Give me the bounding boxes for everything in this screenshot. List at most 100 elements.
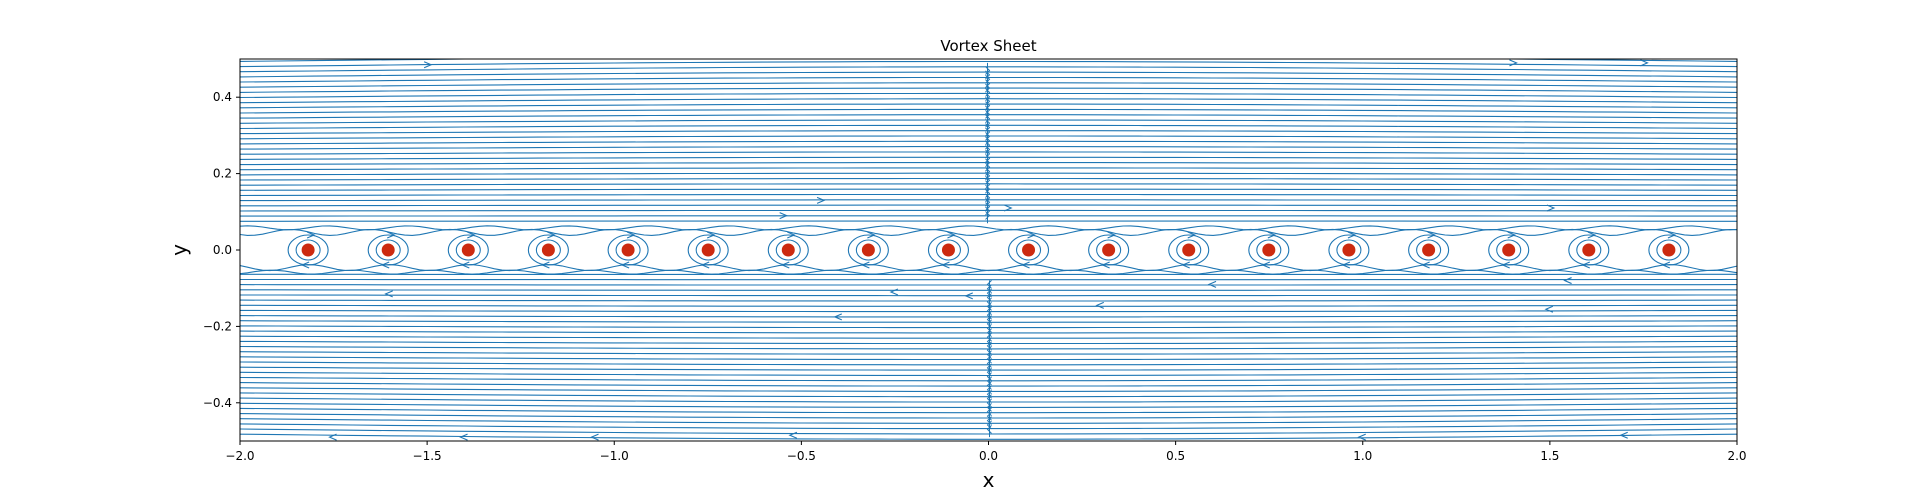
streamline-arrow	[306, 231, 316, 239]
streamline-seam	[986, 315, 992, 324]
x-tick-label: 0.5	[1166, 449, 1185, 463]
streamline-arrow	[889, 288, 899, 296]
vortex-point	[1022, 243, 1036, 257]
streamline-seam	[986, 337, 992, 346]
streamline-arrow	[1509, 59, 1518, 67]
streamline-seam	[986, 398, 992, 408]
streamline-arrow	[460, 261, 470, 269]
streamline-arrow	[1187, 231, 1197, 239]
streamline-seam	[985, 180, 991, 190]
streamline-arrow	[833, 313, 843, 321]
streamline-seam	[985, 79, 991, 88]
streamline-arrow	[867, 231, 876, 239]
vortex-orbit	[607, 234, 649, 266]
x-tick-label: −1.5	[413, 449, 442, 463]
streamline	[240, 402, 1737, 408]
streamline-seam	[985, 123, 991, 132]
streamline-seam	[986, 332, 992, 342]
streamline-seam	[986, 306, 992, 316]
streamline	[240, 98, 1737, 104]
streamline-arrow	[1546, 204, 1556, 212]
y-tick-label: 0.2	[213, 167, 232, 181]
streamline-arrow	[700, 261, 710, 269]
streamline-arrow	[1207, 280, 1217, 288]
streamline	[240, 315, 1737, 318]
streamline-seam	[985, 158, 991, 168]
vortex-point	[1262, 243, 1276, 257]
vortex-orbit	[767, 234, 809, 266]
streamline-seam	[985, 70, 991, 80]
streamline-seam	[986, 367, 992, 377]
vortex-orbit	[1416, 239, 1442, 261]
streamline-arrow	[626, 231, 636, 239]
streamline-arrow	[1027, 231, 1036, 239]
streamline-arrow	[1357, 433, 1366, 441]
streamline-seam	[986, 389, 992, 399]
streamline	[240, 304, 1737, 307]
vortex-orbit	[1015, 239, 1042, 261]
vortex-orbit	[1328, 234, 1370, 266]
vortex-point	[1182, 243, 1196, 257]
vortex-orbit	[287, 234, 329, 266]
streamline-arrow	[787, 231, 796, 239]
y-tick-label: −0.2	[203, 319, 232, 333]
streamline-seam	[986, 424, 992, 434]
vortex-point	[1582, 243, 1596, 257]
vortex-point	[1502, 243, 1516, 257]
vortex-orbit	[1168, 234, 1210, 266]
x-axis-label: x	[983, 468, 995, 492]
streamline-seam	[985, 83, 991, 93]
streamline-seam	[986, 328, 992, 338]
streamline	[240, 294, 1737, 297]
vortex-orbit	[1248, 234, 1290, 266]
streamline-seam	[986, 394, 992, 403]
streamline	[240, 151, 1737, 155]
streamline-seam	[986, 420, 992, 430]
x-tick-label: 1.5	[1540, 449, 1559, 463]
streamline	[240, 330, 1737, 334]
streamline-arrow	[1507, 231, 1517, 239]
streamline-arrow	[1181, 261, 1190, 269]
streamline-arrow	[1341, 261, 1351, 269]
streamline-arrow	[386, 231, 396, 239]
vortex-markers	[301, 243, 1676, 257]
streamline-seam	[985, 114, 991, 124]
streamline	[240, 413, 1737, 419]
streamline-seam	[986, 345, 992, 355]
vortex-orbit	[1256, 239, 1282, 261]
streamline	[240, 124, 1737, 130]
streamline	[240, 177, 1737, 181]
streamline-arrow	[1107, 231, 1117, 239]
x-tick-label: 0.0	[979, 449, 998, 463]
streamline-seam	[985, 184, 991, 194]
streamline-arrow	[1587, 231, 1597, 239]
streamline-seam	[986, 359, 992, 368]
streamline	[240, 188, 1737, 191]
streamline-arrow	[1619, 431, 1628, 439]
streamline	[240, 228, 1737, 236]
streamline-arrow	[620, 261, 630, 269]
vortex-orbit	[847, 234, 889, 266]
streamline-arrow	[590, 433, 599, 441]
vortex-orbit	[1176, 239, 1202, 261]
streamline-seam	[986, 284, 992, 294]
vortex-orbit	[695, 239, 721, 261]
streamline-arrow	[779, 212, 789, 220]
vortex-orbit	[1096, 239, 1122, 261]
streamline-seam	[986, 280, 992, 289]
vortex-point	[301, 243, 315, 257]
streamline-arrow	[1667, 231, 1677, 239]
vortex-point	[1422, 243, 1436, 257]
streamline-seam	[985, 149, 991, 159]
streamline-seam	[986, 341, 992, 351]
streamline-arrow	[947, 231, 956, 239]
x-axis-ticks: −2.0 −1.5 −1.0 −0.5 0.0 0.5 1.0 1.5 2.0	[225, 441, 1747, 463]
streamline-arrow	[1421, 261, 1430, 269]
vortex-orbit	[1496, 239, 1522, 261]
streamline-arrow	[459, 433, 468, 441]
streamline-seam	[985, 153, 991, 163]
vortex-orbit	[1088, 234, 1130, 266]
streamline-seam	[986, 288, 992, 298]
streamline-arrow	[328, 433, 337, 441]
streamline-seam	[986, 381, 992, 390]
